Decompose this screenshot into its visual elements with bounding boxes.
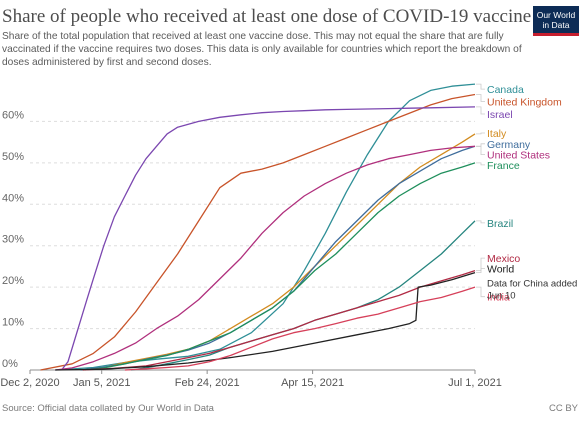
- x-tick-label: Feb 24, 2021: [175, 377, 240, 389]
- series-label-canada: Canada: [487, 84, 524, 96]
- x-tick-label: Dec 2, 2020: [0, 377, 59, 389]
- series-label-mexico: Mexico: [487, 253, 520, 265]
- series-line-italy: [82, 133, 476, 371]
- series-label-italy: Italy: [487, 128, 507, 140]
- series-label-united-kingdom: United Kingdom: [487, 97, 562, 109]
- label-connector: [476, 268, 485, 273]
- series-line-united-states: [55, 145, 476, 371]
- series-line-israel: [61, 106, 476, 371]
- y-tick-label: 20%: [2, 275, 24, 287]
- annotation-line-1: Data for China added on: [487, 279, 580, 290]
- series-label-france: France: [487, 160, 520, 172]
- y-tick-label: 10%: [2, 317, 24, 329]
- label-connector: [476, 162, 485, 166]
- logo-line-1: Our World: [536, 9, 576, 20]
- series-label-brazil: Brazil: [487, 218, 513, 230]
- label-connector: [476, 257, 485, 271]
- y-tick-label: 60%: [2, 109, 24, 121]
- license-note: CC BY: [548, 403, 578, 414]
- chart-title: Share of people who received at least on…: [2, 6, 532, 27]
- y-tick-label: 0%: [2, 358, 18, 370]
- series-label-world: World: [487, 264, 514, 276]
- owid-logo[interactable]: Our World in Data: [533, 6, 579, 36]
- series-line-india: [124, 286, 476, 371]
- x-tick-label: Apr 15, 2021: [281, 377, 344, 389]
- label-connector: [476, 286, 485, 298]
- label-connector: [476, 145, 485, 155]
- series-line-united-kingdom: [40, 93, 476, 371]
- label-connector: [476, 94, 485, 102]
- x-tick-label: Jan 5, 2021: [73, 377, 131, 389]
- label-connector: [476, 106, 485, 115]
- series-label-united-states: United States: [487, 150, 550, 162]
- series-label-israel: Israel: [487, 109, 513, 121]
- y-tick-label: 40%: [2, 192, 24, 204]
- logo-line-2: in Data: [542, 19, 570, 30]
- series-label-india: India: [487, 292, 510, 304]
- series-line-france: [84, 162, 476, 371]
- series-line-brazil: [131, 220, 476, 371]
- y-tick-label: 30%: [2, 234, 24, 246]
- x-tick-label: Jul 1, 2021: [448, 377, 502, 389]
- series-label-germany: Germany: [487, 139, 531, 151]
- label-connector: [476, 132, 485, 135]
- series-line-germany: [80, 145, 476, 371]
- series-line-canada: [55, 83, 476, 371]
- source-note: Source: Official data collated by Our Wo…: [2, 403, 214, 414]
- label-connector: [476, 83, 485, 90]
- series-line-world: [55, 271, 476, 371]
- y-tick-label: 50%: [2, 151, 24, 163]
- label-connector: [476, 220, 485, 224]
- annotation-line-2: Jun 10: [487, 291, 516, 302]
- chart-subtitle: Share of the total population that recei…: [2, 31, 522, 69]
